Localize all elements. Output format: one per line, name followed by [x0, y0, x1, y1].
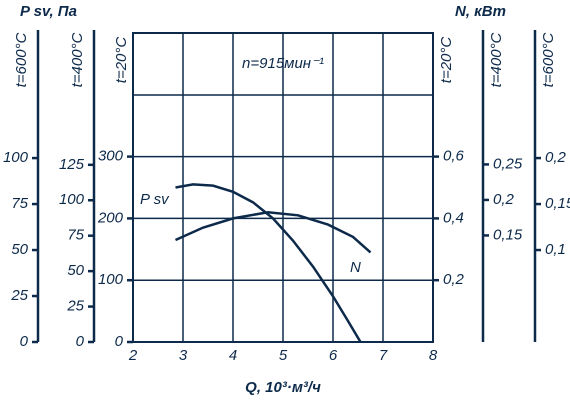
x-tick-label: 5: [279, 347, 288, 364]
axis-tick-label: 100: [3, 149, 29, 166]
axis-tick-label: 0: [20, 333, 29, 350]
y2-tick-label: 0,6: [443, 148, 465, 165]
axis-tick-label: 0,1: [545, 241, 566, 258]
x-tick-label: 7: [379, 347, 388, 364]
x-tick-label: 3: [179, 347, 188, 364]
axis-tick-label: 75: [11, 195, 28, 212]
axis-tick-label: 125: [59, 156, 85, 173]
axis-title: t=600°C: [13, 32, 30, 87]
curve: [175, 183, 362, 343]
axis-tick-label: 0,2: [493, 191, 515, 208]
axis-tick-label: 50: [67, 262, 84, 279]
y-tick-label: 200: [97, 209, 124, 226]
y-tick-label: 300: [98, 148, 124, 165]
axis-tick-label: 0,15: [493, 226, 523, 243]
y-axis-title: t=20°C: [113, 37, 130, 84]
axis-title: t=400°C: [69, 32, 86, 87]
axis-tick-label: 0,2: [545, 149, 567, 166]
axis-tick-label: 0,15: [545, 195, 570, 212]
axis-tick-label: 100: [59, 191, 85, 208]
curve-label: P sv: [140, 191, 170, 208]
x-tick-label: 6: [329, 347, 338, 364]
y2-axis-title: t=20°C: [438, 37, 455, 84]
y-axis-label: P sv, Па: [20, 3, 77, 20]
axis-tick-label: 25: [10, 287, 28, 304]
y2-tick-label: 0,2: [443, 271, 465, 288]
axis-tick-label: 50: [11, 241, 28, 258]
axis-title: t=600°C: [540, 32, 557, 87]
axis-title: t=400°C: [488, 32, 505, 87]
x-tick-label: 4: [229, 347, 237, 364]
axis-tick-label: 0: [76, 333, 85, 350]
curve: [174, 210, 372, 254]
y-tick-label: 100: [98, 271, 124, 288]
y2-axis-label: N, кВт: [455, 3, 506, 20]
axis-tick-label: 0,25: [493, 155, 523, 172]
y-tick-label: 0: [115, 333, 124, 350]
x-tick-label: 2: [128, 347, 138, 364]
curve-label: N: [350, 259, 361, 276]
axis-tick-label: 25: [66, 298, 84, 315]
x-axis-label: Q, 10³·м³/ч: [245, 379, 321, 396]
x-tick-label: 8: [429, 347, 438, 364]
y2-tick-label: 0,4: [443, 209, 464, 226]
axis-tick-label: 75: [67, 227, 84, 244]
